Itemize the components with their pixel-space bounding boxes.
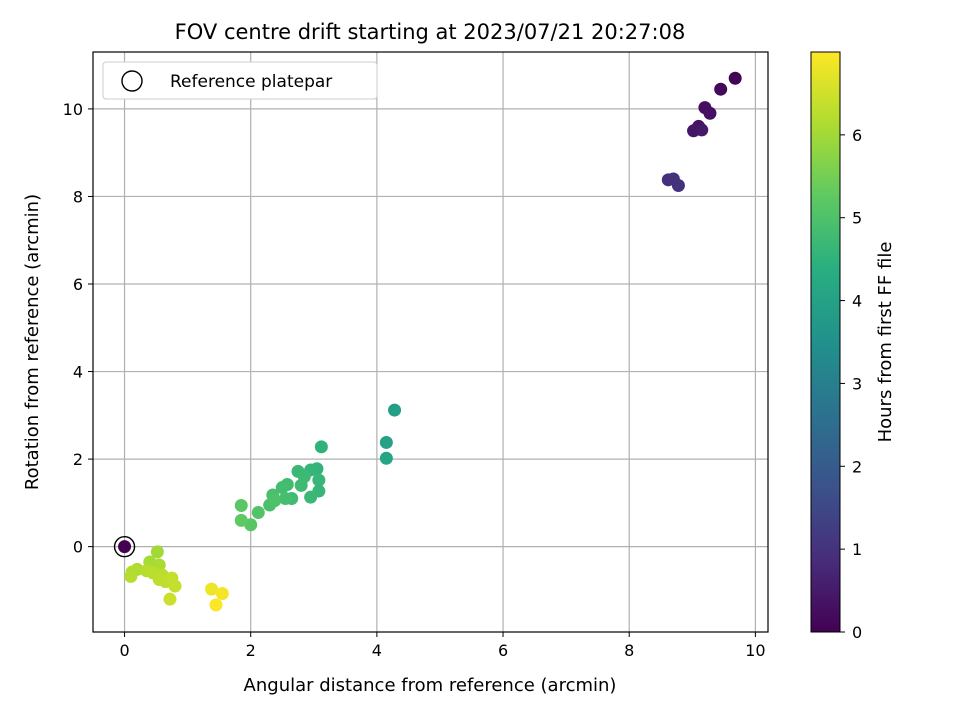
legend: Reference platepar	[102, 61, 378, 100]
y-tick-label: 4	[73, 363, 83, 382]
data-points	[118, 71, 742, 612]
y-tick-label: 6	[73, 275, 83, 294]
y-axis-ticks: 0 2 4 6 8 10	[63, 100, 93, 557]
x-axis-label: Angular distance from reference (arcmin)	[244, 675, 617, 696]
reference-point-ring	[113, 535, 136, 558]
colorbar: 0 1 2 3 4 5 6 Hours from first FF file	[810, 51, 896, 642]
data-point	[163, 592, 177, 606]
data-point	[215, 586, 229, 600]
data-point	[379, 451, 393, 465]
data-point	[695, 123, 709, 137]
colorbar-ticks: 0 1 2 3 4 5 6	[840, 126, 862, 642]
data-point	[728, 71, 742, 85]
colorbar-tick-label: 2	[852, 457, 862, 476]
y-axis-label: Rotation from reference (arcmin)	[22, 194, 43, 490]
data-point	[168, 579, 182, 593]
colorbar-tick-label: 1	[852, 540, 862, 559]
x-tick-label: 2	[246, 641, 256, 660]
x-tick-label: 6	[498, 641, 508, 660]
colorbar-tick-label: 0	[852, 623, 862, 642]
data-point	[118, 540, 132, 554]
data-point	[312, 473, 326, 487]
data-point	[714, 82, 728, 96]
data-point	[314, 440, 328, 454]
legend-box	[102, 61, 378, 100]
legend-marker	[121, 70, 143, 92]
data-point	[294, 478, 308, 492]
data-point	[124, 569, 138, 583]
data-point	[388, 403, 402, 417]
x-tick-label: 4	[372, 641, 382, 660]
x-tick-label: 10	[745, 641, 765, 660]
grid-lines	[93, 52, 768, 632]
colorbar-tick-label: 4	[852, 292, 862, 311]
colorbar-tick-label: 5	[852, 209, 862, 228]
y-tick-label: 8	[73, 187, 83, 206]
data-point	[268, 494, 282, 508]
plot-frame	[92, 51, 769, 633]
colorbar-gradient	[810, 51, 841, 633]
reference-marker	[113, 535, 136, 558]
x-tick-label: 8	[624, 641, 634, 660]
colorbar-tick-label: 3	[852, 374, 862, 393]
data-point	[278, 491, 292, 505]
data-point	[275, 481, 289, 495]
x-tick-label: 0	[119, 641, 129, 660]
y-tick-label: 0	[73, 538, 83, 557]
data-point	[703, 106, 717, 120]
data-point	[251, 505, 265, 519]
data-point	[150, 545, 164, 559]
legend-entry-reference-platepar: Reference platepar	[170, 72, 332, 92]
data-point	[209, 598, 223, 612]
data-point	[234, 513, 248, 527]
data-point	[234, 498, 248, 512]
chart-title: FOV centre drift starting at 2023/07/21 …	[175, 20, 686, 44]
y-tick-label: 10	[63, 100, 83, 119]
y-tick-label: 2	[73, 450, 83, 469]
data-point	[304, 490, 318, 504]
data-point	[671, 179, 685, 193]
colorbar-label: Hours from first FF file	[875, 242, 896, 443]
colorbar-tick-label: 6	[852, 126, 862, 145]
data-point	[205, 582, 219, 596]
data-point	[379, 435, 393, 449]
x-axis-ticks: 0 2 4 6 8 10	[119, 632, 766, 660]
